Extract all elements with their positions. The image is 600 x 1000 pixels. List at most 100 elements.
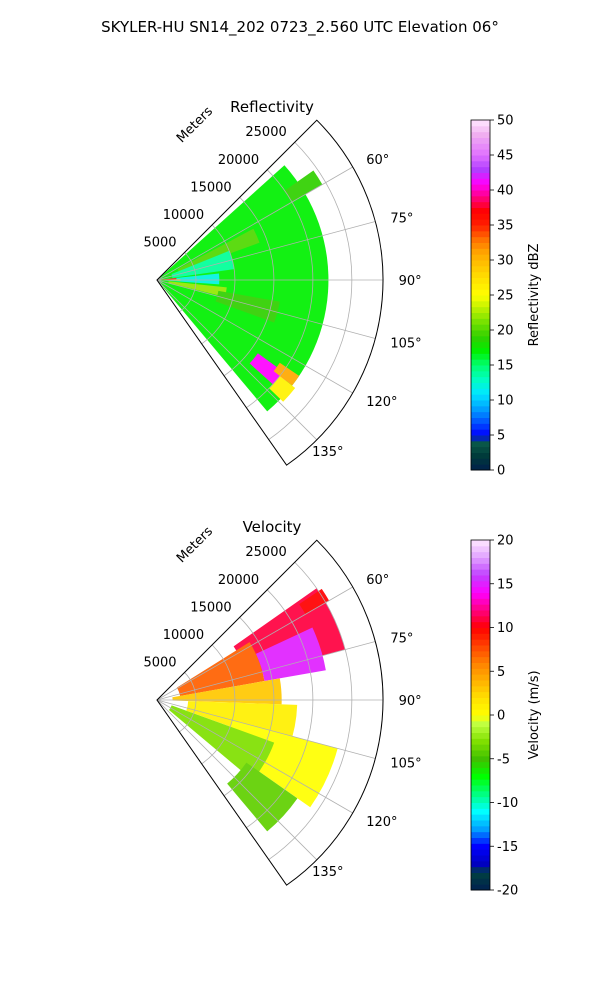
azimuth-tick-label-3: 105° — [390, 337, 421, 352]
colorbar-step — [471, 394, 490, 401]
data-cell-5 — [215, 290, 280, 323]
colorbar-step — [471, 569, 490, 576]
range-ring-0 — [179, 672, 197, 733]
chart-panel-0: Reflectivity60°75°90°105°120°135°5000100… — [143, 98, 542, 479]
colorbar-step — [471, 621, 490, 628]
colorbar-step — [471, 195, 490, 203]
colorbar-step — [471, 405, 490, 413]
range-ring-4 — [268, 561, 353, 860]
colorbar-step — [471, 790, 490, 798]
range-ring-3 — [246, 589, 314, 829]
data-cell-1 — [177, 228, 260, 273]
colorbar-step — [471, 703, 490, 710]
range-tick-label-0: 5000 — [143, 235, 176, 250]
colorbar-tick-label-1: -15 — [497, 840, 518, 855]
colorbar-step — [471, 738, 490, 745]
range-tick-label-2: 15000 — [190, 600, 231, 615]
panel-title: Reflectivity — [230, 98, 314, 116]
sector-frame — [156, 539, 384, 886]
range-ring-0 — [179, 252, 197, 313]
colorbar-step — [471, 557, 490, 564]
colorbar-step — [471, 440, 490, 448]
colorbar-tick-label-1: 5 — [497, 429, 505, 444]
azimuth-tick-label-4: 120° — [366, 395, 397, 410]
colorbar-step — [471, 715, 490, 722]
colorbar-step — [471, 248, 490, 255]
colorbar-step — [471, 720, 490, 728]
azimuth-tick-label-0: 60° — [366, 573, 389, 588]
colorbar-tick-label-6: 30 — [497, 254, 514, 269]
colorbar-step — [471, 814, 490, 821]
colorbar-step — [471, 860, 490, 868]
colorbar-step — [471, 370, 490, 378]
azimuth-spoke-1 — [156, 221, 376, 281]
colorbar-step — [471, 353, 490, 360]
colorbar-tick-label-5: 25 — [497, 289, 514, 304]
colorbar-step — [471, 837, 490, 844]
colorbar-step — [471, 802, 490, 809]
colorbar-step — [471, 685, 490, 693]
colorbar-tick-label-7: 15 — [497, 577, 514, 592]
colorbar-step — [471, 347, 490, 354]
colorbar-step — [471, 411, 490, 418]
colorbar-step — [471, 773, 490, 780]
colorbar-step — [471, 376, 490, 383]
colorbar-step — [471, 330, 490, 337]
azimuth-tick-label-1: 75° — [390, 211, 413, 226]
colorbar-tick-label-0: 0 — [497, 464, 505, 479]
range-ring-3 — [246, 169, 314, 409]
colorbar-step — [471, 656, 490, 663]
colorbar-tick-label-3: 15 — [497, 359, 514, 374]
figure-title: SKYLER-HU SN14_202 0723_2.560 UTC Elevat… — [101, 18, 499, 37]
colorbar-step — [471, 820, 490, 827]
colorbar-step — [471, 242, 490, 249]
range-ring-1 — [201, 644, 236, 765]
colorbar-step — [471, 382, 490, 389]
colorbar-step — [471, 125, 490, 133]
colorbar-step — [471, 201, 490, 208]
colorbar-step — [471, 872, 490, 879]
colorbar-step — [471, 277, 490, 284]
colorbar-step — [471, 417, 490, 424]
colorbar-step — [471, 283, 490, 290]
colorbar-step — [471, 662, 490, 669]
azimuth-tick-label-2: 90° — [399, 694, 422, 709]
colorbar-step — [471, 779, 490, 786]
colorbar-step — [471, 726, 490, 733]
colorbar-tick-label-9: 45 — [497, 149, 514, 164]
colorbar-step — [471, 825, 490, 833]
data-cell-2 — [171, 250, 235, 278]
colorbar-step — [471, 289, 490, 296]
range-tick-label-3: 20000 — [218, 153, 259, 168]
colorbar-step — [471, 563, 490, 570]
range-ring-2 — [223, 197, 275, 377]
azimuth-spoke-5 — [156, 279, 318, 441]
colorbar-step — [471, 341, 490, 348]
colorbar-step — [471, 691, 490, 698]
colorbar-step — [471, 464, 490, 471]
data-cell-6 — [284, 170, 323, 203]
colorbar-step — [471, 335, 490, 343]
colorbar-step — [471, 458, 490, 465]
panel-title: Velocity — [243, 518, 302, 536]
azimuth-spoke-5 — [156, 699, 318, 861]
azimuth-spoke-4 — [156, 279, 353, 394]
data-layer — [157, 165, 329, 412]
colorbar-step — [471, 650, 490, 658]
range-axis-label: Meters — [174, 104, 216, 146]
range-axis-label: Meters — [174, 524, 216, 566]
colorbar-step — [471, 184, 490, 191]
colorbar-step — [471, 750, 490, 757]
colorbar-step — [471, 260, 490, 267]
colorbar-step — [471, 254, 490, 261]
colorbar-tick-label-6: 10 — [497, 621, 514, 636]
colorbar-step — [471, 884, 490, 891]
colorbar-step — [471, 697, 490, 704]
azimuth-spoke-1 — [156, 641, 376, 701]
colorbar-step — [471, 866, 490, 873]
azimuth-spoke-3 — [156, 699, 376, 759]
colorbar-step — [471, 155, 490, 162]
colorbar-step — [471, 674, 490, 681]
colorbar-step — [471, 295, 490, 302]
colorbar-step — [471, 178, 490, 185]
